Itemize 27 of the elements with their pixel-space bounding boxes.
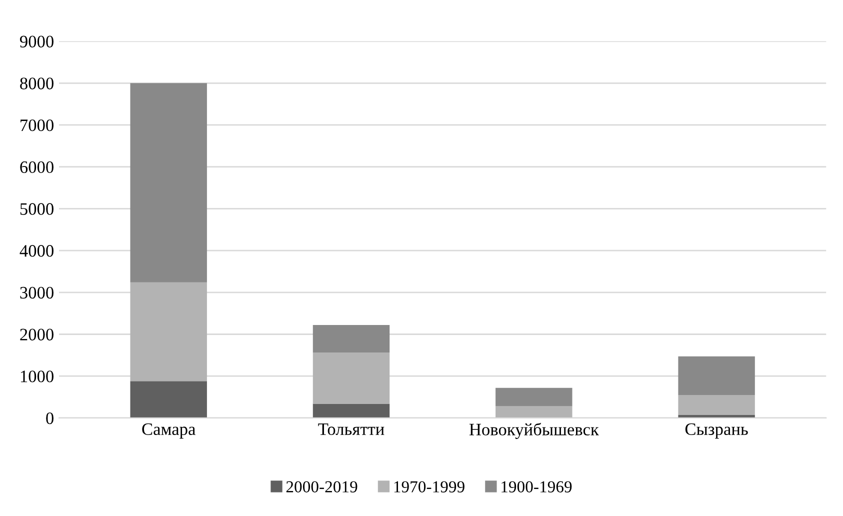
legend-label: 1970-1999 <box>394 481 464 492</box>
bar <box>678 356 755 395</box>
bar <box>496 388 572 406</box>
bar <box>130 282 207 382</box>
bar <box>312 325 390 353</box>
y-tick-label: 3000 <box>20 286 54 299</box>
y-tick-label: 1000 <box>20 370 54 382</box>
bar <box>312 404 390 418</box>
y-tick-label: 4000 <box>20 245 54 257</box>
y-tick-label: 0 <box>46 412 54 424</box>
x-tick-label: Новокуйбышевск <box>469 422 599 439</box>
legend-label: 1900-1969 <box>502 481 572 492</box>
x-tick-label: Самара <box>142 423 196 439</box>
bar <box>130 381 207 418</box>
y-tick-label: 8000 <box>20 78 54 90</box>
y-tick-label: 2000 <box>20 328 54 340</box>
y-tick-label: 6000 <box>20 161 54 174</box>
x-tick-label: Тольятти <box>318 424 384 436</box>
y-tick-label: 9000 <box>20 36 54 48</box>
x-tick-label: Сызрань <box>685 423 748 439</box>
bar <box>678 394 755 416</box>
bar <box>130 83 207 282</box>
legend-label: 2000-2019 <box>286 481 358 492</box>
bar <box>312 352 390 404</box>
y-tick-label: 5000 <box>20 203 54 215</box>
bar <box>496 406 572 418</box>
y-tick-label: 7000 <box>20 119 54 132</box>
